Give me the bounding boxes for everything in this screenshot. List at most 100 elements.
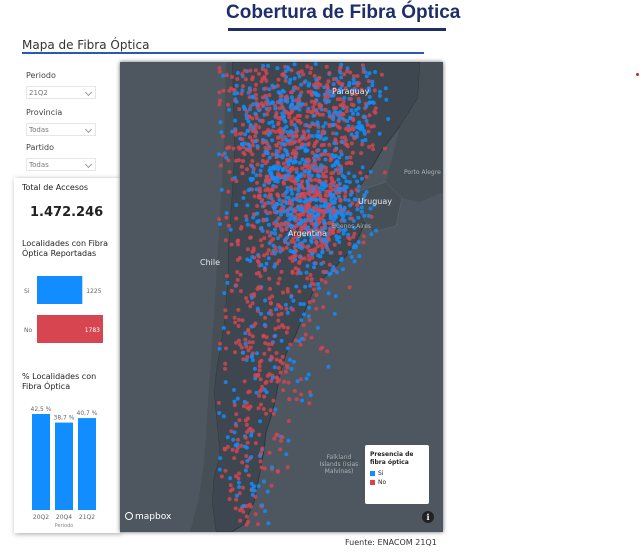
map-dot xyxy=(273,407,278,412)
map-dot xyxy=(348,97,353,101)
map-dot xyxy=(323,165,328,170)
map-dot xyxy=(276,120,281,125)
province-dropdown[interactable]: Todas xyxy=(26,123,96,136)
district-dropdown[interactable]: Todas xyxy=(26,158,96,171)
map-dot xyxy=(289,103,294,108)
map-dot xyxy=(233,506,238,511)
map-dot xyxy=(332,109,337,114)
map-dot xyxy=(357,254,362,259)
map-dot xyxy=(294,397,299,402)
map-dot xyxy=(332,242,337,247)
map-dot xyxy=(274,143,279,148)
vbar-bar[interactable] xyxy=(32,414,50,510)
map-dot xyxy=(243,337,248,342)
map-dot xyxy=(267,146,272,151)
map-dot xyxy=(253,139,258,144)
map-dot xyxy=(265,112,269,117)
map-dot xyxy=(299,228,304,233)
map-dot xyxy=(285,289,290,294)
map-dot xyxy=(244,514,249,519)
map-dot xyxy=(359,151,364,156)
map-dot xyxy=(254,173,259,178)
map-dot xyxy=(233,443,238,448)
reported-localities-chart: Si 1225 No 1783 xyxy=(24,276,103,343)
fiber-map[interactable]: Paraguay Uruguay Argentina Chile Porto A… xyxy=(120,62,443,532)
map-dot xyxy=(336,177,341,182)
map-dot xyxy=(284,452,289,457)
map-dot xyxy=(316,178,321,183)
map-dot xyxy=(300,142,305,147)
map-dot xyxy=(250,428,255,433)
map-dot xyxy=(299,242,304,247)
falkland-islands xyxy=(326,454,356,468)
map-dot xyxy=(345,69,350,74)
map-dot xyxy=(358,170,363,175)
map-dot xyxy=(260,158,265,163)
map-dot xyxy=(301,72,306,77)
map-dot xyxy=(274,433,279,437)
map-dot xyxy=(357,120,362,125)
map-dot xyxy=(236,480,241,485)
map-dot xyxy=(253,441,258,446)
map-dot xyxy=(245,299,250,304)
map-dot xyxy=(316,220,321,225)
map-dot xyxy=(256,372,261,377)
map-dot xyxy=(325,91,330,96)
vbar-axis-title: Periodo xyxy=(55,523,74,529)
period-dropdown[interactable]: 21Q2 xyxy=(26,86,96,99)
map-dot xyxy=(255,162,260,167)
map-dot xyxy=(229,86,233,91)
map-dot xyxy=(331,207,336,212)
map-dot xyxy=(284,110,289,114)
map-dot xyxy=(280,361,285,366)
hbar-bar[interactable] xyxy=(37,276,83,304)
map-dot xyxy=(361,240,366,245)
map-label-buenos-aires: Buenos Aires xyxy=(332,223,372,230)
map-dot xyxy=(284,245,289,250)
map-dot xyxy=(232,88,237,93)
map-dot xyxy=(264,106,269,111)
info-icon[interactable]: i xyxy=(422,511,434,523)
map-dot xyxy=(276,222,280,227)
map-dot xyxy=(349,255,354,259)
mapbox-logo[interactable]: mapbox xyxy=(125,512,171,522)
map-dot xyxy=(262,322,267,327)
map-dot xyxy=(314,293,319,297)
map-dot xyxy=(269,379,274,383)
map-dot xyxy=(241,84,245,89)
map-dot xyxy=(353,88,358,93)
map-dot xyxy=(342,96,347,100)
map-dot xyxy=(244,109,249,114)
vbar-bar[interactable] xyxy=(78,418,96,510)
map-dot xyxy=(254,82,258,87)
map-dot xyxy=(356,240,361,245)
map-dot xyxy=(322,208,327,213)
map-dot xyxy=(237,146,242,151)
map-dot xyxy=(356,215,361,220)
map-dot xyxy=(278,370,283,375)
section-underline xyxy=(22,52,424,54)
map-dot xyxy=(348,115,353,120)
map-dot xyxy=(261,407,266,411)
map-dot xyxy=(292,76,297,81)
map-dot xyxy=(288,357,292,362)
map-dot xyxy=(273,231,278,236)
map-dot xyxy=(361,234,366,239)
map-dot xyxy=(225,274,229,278)
vbar-bar[interactable] xyxy=(55,422,73,510)
map-dot xyxy=(291,197,296,201)
map-dot xyxy=(344,155,349,160)
map-dot xyxy=(284,94,289,99)
map-dot xyxy=(277,164,282,169)
map-dot xyxy=(270,294,275,299)
map-dot xyxy=(306,314,311,319)
map-dot xyxy=(285,185,290,190)
map-dot xyxy=(318,346,323,351)
map-dot xyxy=(373,106,378,111)
province-filter-label: Provincia xyxy=(26,108,63,117)
map-dot xyxy=(346,232,351,237)
hbar-bar[interactable] xyxy=(37,315,103,343)
map-dot xyxy=(270,342,274,346)
map-dot xyxy=(327,142,332,147)
map-dot xyxy=(335,209,339,213)
